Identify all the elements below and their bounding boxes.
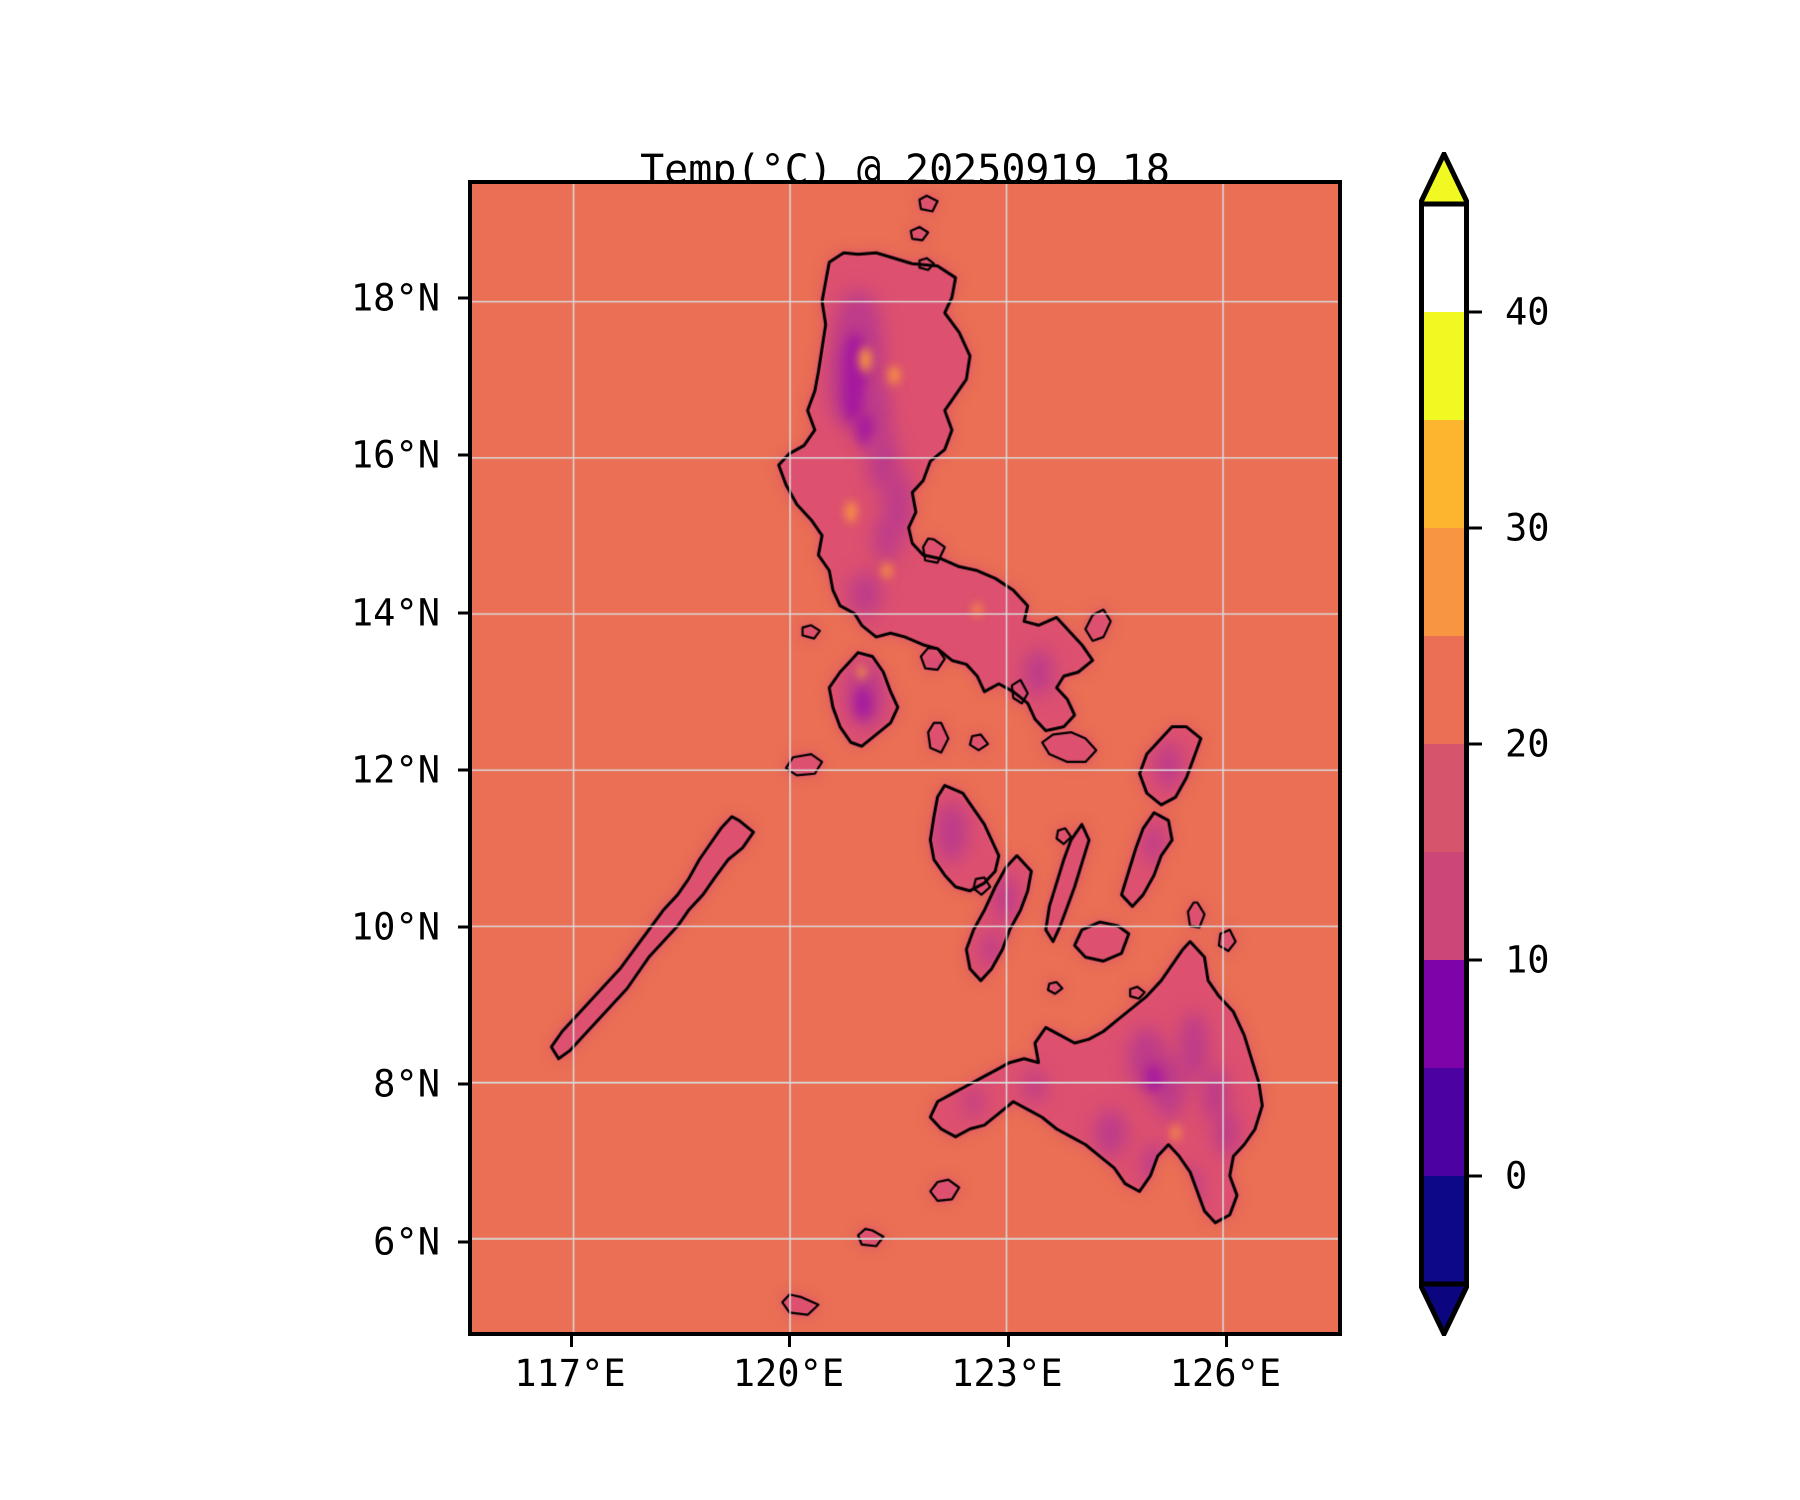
x-tick-mark (1006, 1336, 1010, 1347)
colorbar-band (1420, 744, 1468, 852)
lat-lon-gridlines (472, 184, 1338, 1332)
y-tick-mark (458, 453, 469, 457)
colorbar-gradient (1419, 152, 1469, 1336)
x-tick-label: 123°E (951, 1352, 1063, 1395)
y-tick-label: 16°N (350, 433, 440, 477)
colorbar (1419, 152, 1469, 1336)
x-tick-label: 126°E (1169, 1352, 1282, 1395)
colorbar-extend-max-arrow (1419, 152, 1469, 207)
colorbar-tick-label: 40 (1505, 290, 1550, 334)
y-tick-label: 10°N (350, 905, 440, 949)
colorbar-band (1420, 852, 1468, 960)
colorbar-extend-min-arrow (1419, 1281, 1469, 1336)
colorbar-tick-label: 10 (1505, 938, 1550, 982)
y-tick-mark (458, 296, 469, 300)
colorbar-tick-mark (1468, 742, 1482, 746)
y-tick-label: 14°N (350, 591, 440, 635)
y-tick-mark (458, 1082, 469, 1086)
colorbar-band (1420, 636, 1468, 744)
colorbar-band (1420, 1068, 1468, 1176)
x-tick-mark (569, 1336, 573, 1347)
y-tick-mark (458, 611, 469, 615)
colorbar-band (1420, 960, 1468, 1068)
x-tick-mark (1225, 1336, 1229, 1347)
colorbar-band (1420, 1176, 1468, 1284)
y-tick-mark (458, 925, 469, 929)
colorbar-tick-mark (1468, 1174, 1482, 1178)
x-tick-mark (788, 1336, 792, 1347)
colorbar-band (1420, 420, 1468, 528)
map-axes (468, 180, 1342, 1336)
y-tick-label: 6°N (373, 1220, 440, 1264)
colorbar-tick-mark (1468, 958, 1482, 962)
colorbar-tick-label: 0 (1505, 1154, 1528, 1198)
colorbar-tick-mark (1468, 526, 1482, 530)
colorbar-tick-label: 20 (1505, 722, 1550, 766)
y-tick-label: 8°N (373, 1062, 440, 1106)
y-tick-label: 18°N (350, 276, 440, 320)
colorbar-outline (1419, 201, 1469, 1287)
colorbar-band (1420, 528, 1468, 636)
y-tick-mark (458, 768, 469, 772)
colorbar-tick-mark (1468, 310, 1482, 314)
colorbar-tick-label: 30 (1505, 506, 1550, 550)
x-tick-label: 120°E (732, 1352, 845, 1395)
y-tick-mark (458, 1240, 469, 1244)
x-tick-label: 117°E (514, 1352, 626, 1395)
colorbar-band (1420, 312, 1468, 420)
y-tick-label: 12°N (350, 748, 440, 792)
